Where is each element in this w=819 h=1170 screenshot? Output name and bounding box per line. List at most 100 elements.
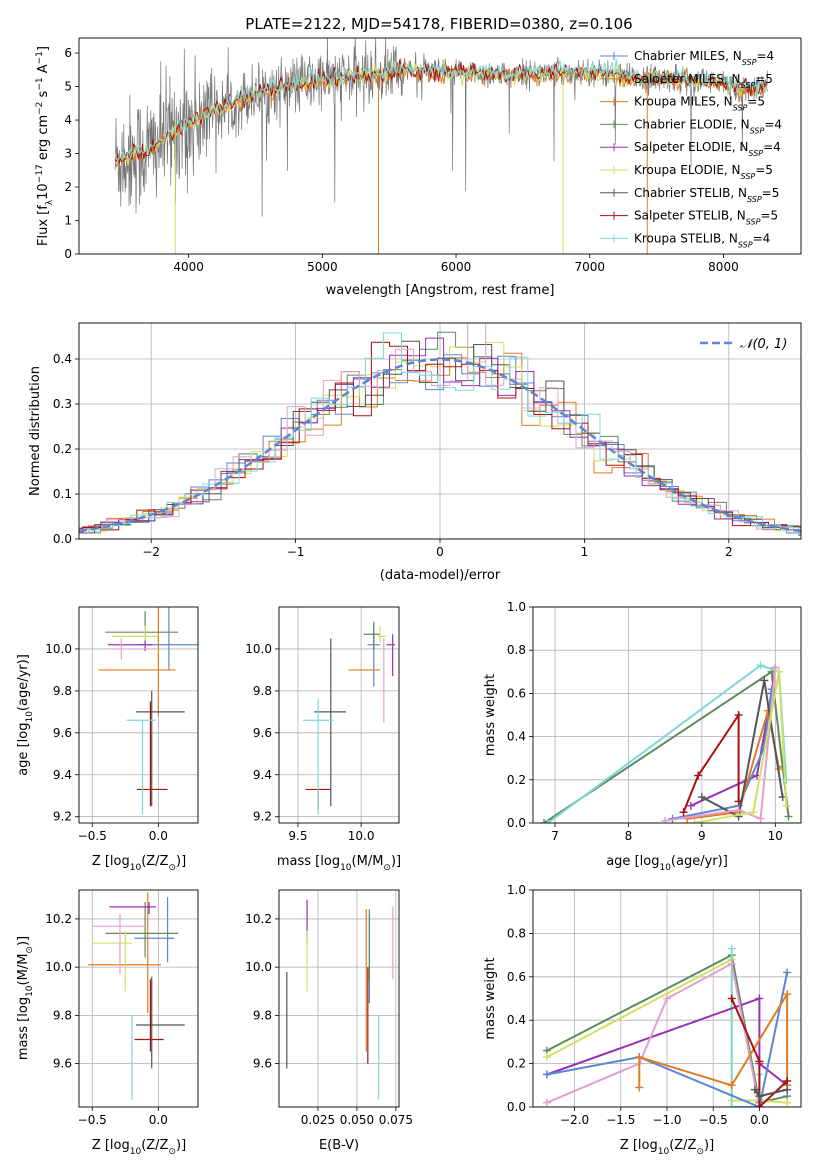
weight-series-line xyxy=(665,667,777,822)
y-tick-label: 2 xyxy=(64,180,72,194)
y-tick-label: 1.0 xyxy=(507,600,526,614)
x-tick-label: −0.5 xyxy=(78,1113,107,1127)
residuals-panel: −2 −1 0 1 2 0.0 0.1 0.2 0.3 0.4 𝒩(0, 1) (data-model… xyxy=(28,322,802,583)
x-tick-label: 7 xyxy=(551,829,559,843)
y-tick-label: 0.2 xyxy=(53,442,72,456)
x-tick-label: 0.025 xyxy=(301,1113,335,1127)
axes-frame xyxy=(278,606,400,824)
spectrum-data xyxy=(114,38,769,254)
y-tick-label: 9.8 xyxy=(53,684,72,698)
y-tick-label: 1 xyxy=(64,214,72,228)
y-tick-label: 4 xyxy=(64,113,72,127)
y-tick-label: 0.0 xyxy=(507,1100,526,1114)
legend-label: Salpeter ELODIE, NSSP=4 xyxy=(634,140,781,158)
age_vs_mass-panel: 9.5 10.0 9.2 9.4 9.6 9.8 10.0 mass [log10(M/M⊙)… xyxy=(245,606,401,873)
x-tick-label: 0.0 xyxy=(149,829,168,843)
weight_vs_age-data xyxy=(540,661,793,823)
y-tick-label: 9.2 xyxy=(253,810,272,824)
legend: Chabrier MILES, NSSP=4 Salpeter MILES, NS… xyxy=(600,49,782,249)
residual-histogram xyxy=(79,332,801,535)
y-tick-label: 9.8 xyxy=(53,1008,72,1022)
y-tick-label: 10.0 xyxy=(245,642,272,656)
x-tick-label: −2.0 xyxy=(560,1113,589,1127)
x-tick-label: 0.0 xyxy=(750,1113,769,1127)
mass_vs_Z-data xyxy=(88,892,185,1100)
y-tick-label: 0.8 xyxy=(507,643,526,657)
figure-title: PLATE=2122, MJD=54178, FIBERID=0380, z=0… xyxy=(245,15,632,33)
y-tick-label: 9.6 xyxy=(253,1057,272,1071)
axes-frame xyxy=(78,37,802,255)
axes-frame xyxy=(532,606,802,824)
spectrum-panel: 4000 5000 6000 7000 8000 0 1 2 3 4 5 6 wavelength [A… xyxy=(35,37,802,298)
legend-label: Kroupa STELIB, NSSP=4 xyxy=(634,231,770,249)
legend-label: Salpeter STELIB, NSSP=5 xyxy=(634,209,778,227)
axes-frame xyxy=(78,322,802,540)
y-tick-label: 10.0 xyxy=(45,960,72,974)
y-tick-label: 9.6 xyxy=(253,726,272,740)
axes-frame xyxy=(78,606,199,824)
axes-frame xyxy=(532,889,802,1108)
model-spectrum xyxy=(114,58,769,164)
x-tick-label: 7000 xyxy=(574,260,605,274)
legend-label: 𝒩(0, 1) xyxy=(740,337,787,352)
y-tick-label: 0.8 xyxy=(507,926,526,940)
x-axis-label: age [log10(age/yr)] xyxy=(606,854,728,873)
y-tick-label: 9.6 xyxy=(53,726,72,740)
residuals-data xyxy=(79,323,801,536)
axes-frame xyxy=(78,889,199,1108)
y-axis-label: mass [log10(M/M⊙)] xyxy=(16,936,35,1060)
x-axis-label: Z [log10(Z/Z⊙)] xyxy=(92,1138,186,1157)
weight_vs_Z-data xyxy=(542,944,792,1107)
legend-label: Chabrier ELODIE, NSSP=4 xyxy=(634,117,782,135)
x-tick-label: 0 xyxy=(436,545,444,559)
x-axis-label: E(B-V) xyxy=(319,1138,359,1153)
weight-series-line xyxy=(672,688,773,820)
x-tick-label: 10.0 xyxy=(348,829,375,843)
legend-label: Chabrier STELIB, NSSP=5 xyxy=(634,186,779,204)
x-tick-label: 9.5 xyxy=(288,829,307,843)
x-tick-label: 8000 xyxy=(708,260,739,274)
y-axis-label: Flux [fλ10−17 erg cm−2 s−1 A−1] xyxy=(35,46,55,246)
x-tick-label: −2 xyxy=(142,545,160,559)
x-tick-label: 8 xyxy=(625,829,633,843)
x-tick-label: 5000 xyxy=(307,260,338,274)
y-axis-label: mass weight xyxy=(483,674,498,756)
y-tick-label: 9.4 xyxy=(253,768,272,782)
x-tick-label: 4000 xyxy=(173,260,204,274)
y-axis-label: age [log10(age/yr)] xyxy=(16,654,35,776)
mass_vs_ebv-panel: 0.025 0.050 0.075 9.6 9.8 10.0 10.2 E(B-V) xyxy=(245,889,413,1153)
age_vs_mass-data xyxy=(303,621,396,815)
x-axis-label: Z [log10(Z/Z⊙)] xyxy=(92,854,186,873)
residual-histogram xyxy=(79,341,801,534)
x-tick-label: −0.5 xyxy=(699,1113,728,1127)
y-tick-label: 10.2 xyxy=(245,912,272,926)
x-tick-label: −1.0 xyxy=(652,1113,681,1127)
age_vs_Z-panel: −0.5 0.0 9.2 9.4 9.6 9.8 10.0 Z [log10(Z/Z⊙)] ag… xyxy=(16,606,199,873)
x-tick-label: −1 xyxy=(287,545,305,559)
x-tick-label: 10 xyxy=(768,829,783,843)
x-tick-label: 0.050 xyxy=(340,1113,374,1127)
x-tick-label: 2 xyxy=(725,545,733,559)
age_vs_Z-data xyxy=(98,607,198,815)
legend-label: Kroupa MILES, NSSP=5 xyxy=(634,95,765,113)
weight-series-line xyxy=(730,998,788,1107)
x-tick-label: 0.0 xyxy=(149,1113,168,1127)
y-tick-label: 5 xyxy=(64,80,72,94)
y-tick-label: 0.6 xyxy=(507,970,526,984)
y-tick-label: 0.0 xyxy=(507,816,526,830)
x-tick-label: −0.5 xyxy=(78,829,107,843)
y-tick-label: 6 xyxy=(64,46,72,60)
x-tick-label: 6000 xyxy=(441,260,472,274)
y-axis-label: Normed distribution xyxy=(28,366,43,496)
x-tick-label: 0.075 xyxy=(379,1113,413,1127)
y-tick-label: 0.3 xyxy=(53,397,72,411)
y-axis-label: mass weight xyxy=(483,957,498,1039)
x-axis-label: wavelength [Angstrom, rest frame] xyxy=(326,283,555,298)
weight-series-line xyxy=(682,711,740,813)
gaussian-curve xyxy=(79,358,801,533)
y-tick-label: 9.2 xyxy=(53,810,72,824)
weight_vs_Z-panel: −2.0 −1.5 −1.0 −0.5 0.0 0.0 0.2 0.4 0.6 0.8 1.0 mas… xyxy=(483,883,802,1157)
y-tick-label: 0.4 xyxy=(507,1013,526,1027)
weight-series-line xyxy=(701,680,784,819)
